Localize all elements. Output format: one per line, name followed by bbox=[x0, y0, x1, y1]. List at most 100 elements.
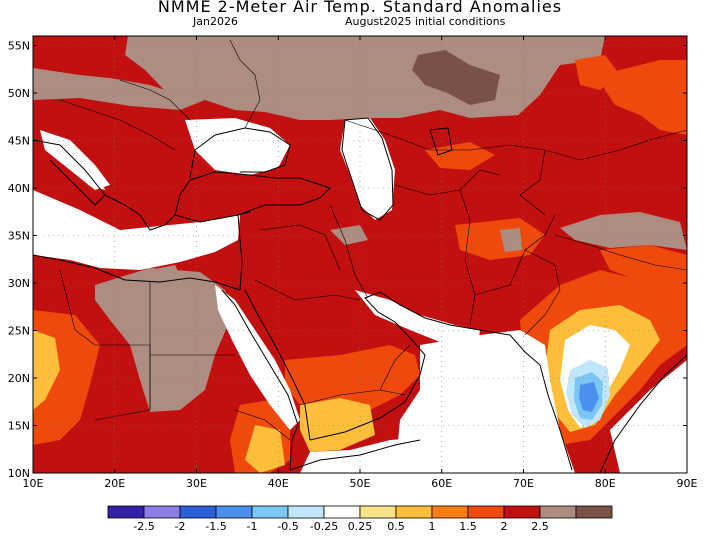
border-iran-iraq bbox=[329, 204, 369, 299]
colorbar-label: 0.25 bbox=[348, 520, 373, 533]
anomaly-region-white-blacksea bbox=[185, 118, 290, 175]
border-syria-iraq bbox=[259, 224, 341, 271]
anomaly-region-yellow-horn bbox=[245, 425, 285, 473]
colorbar-swatch bbox=[575, 505, 613, 519]
lon-tick-label: 60E bbox=[431, 477, 452, 490]
lat-tick-label: 30N bbox=[8, 277, 30, 290]
anomaly-region-brown-turkey bbox=[330, 225, 368, 245]
border-china-kaz bbox=[519, 149, 546, 216]
colorbar-swatch bbox=[143, 505, 181, 519]
anomaly-region-darkbrown bbox=[412, 50, 500, 105]
anomaly-region-white-bengal bbox=[610, 360, 687, 473]
lon-tick-label: 90E bbox=[677, 477, 698, 490]
border-iran-afghan bbox=[459, 189, 476, 326]
colorbar-swatch bbox=[539, 505, 577, 519]
lon-axis: 10E 20E 30E 40E 50E 60E 70E 80E 90E bbox=[23, 36, 698, 490]
border-oman bbox=[379, 344, 411, 391]
colorbar-swatch bbox=[503, 505, 541, 519]
border-india-pak bbox=[524, 249, 561, 336]
border-europe-1 bbox=[119, 79, 191, 121]
anomaly-region-white-arabiansea bbox=[395, 330, 575, 473]
colorbar-swatch bbox=[359, 505, 397, 519]
colorbar-swatch bbox=[179, 505, 217, 519]
colorbar: -2.5 -2 -1.5 -1 -0.5 -0.25 0.25 0.5 1 1.5 2 2.5 bbox=[107, 505, 613, 533]
border-kazakh bbox=[344, 119, 621, 161]
lon-tick-label: 20E bbox=[104, 477, 125, 490]
lat-tick-label: 25N bbox=[8, 325, 30, 338]
border-saudi-yemen bbox=[299, 389, 406, 406]
coastline-india-east bbox=[599, 354, 687, 473]
lat-tick-label: 55N bbox=[8, 40, 30, 53]
lat-tick-label: 45N bbox=[8, 135, 30, 148]
anomaly-region-orange-iran bbox=[455, 218, 545, 260]
colorbar-label: -0.25 bbox=[310, 520, 338, 533]
anomaly-region-white-caspian bbox=[340, 118, 395, 220]
lon-tick-label: 80E bbox=[595, 477, 616, 490]
colorbar-label: -1 bbox=[247, 520, 258, 533]
lat-axis: 10N 15N 20N 25N 30N 35N 40N 45N 50N 55N bbox=[8, 40, 687, 480]
border-mongolia bbox=[619, 129, 687, 151]
colorbar-label: 2.5 bbox=[531, 520, 549, 533]
border-turkmen bbox=[394, 169, 501, 196]
border-algeria-libya bbox=[59, 269, 96, 346]
colorbar-swatch bbox=[431, 505, 469, 519]
colorbar-swatch bbox=[467, 505, 505, 519]
colorbar-label: -2.5 bbox=[133, 520, 154, 533]
colorbar-swatch bbox=[251, 505, 289, 519]
country-borders bbox=[59, 39, 687, 441]
anomaly-region-orange-kaz bbox=[575, 55, 620, 90]
border-india-china bbox=[554, 234, 687, 271]
coastlines bbox=[33, 117, 687, 473]
valid-month-label: Jan2026 bbox=[193, 15, 238, 28]
anomaly-region-purple-sahara bbox=[150, 265, 185, 290]
border-europe-2 bbox=[59, 99, 176, 151]
border-ethiopia bbox=[234, 409, 291, 441]
coastline-caspian bbox=[341, 117, 394, 221]
lat-tick-label: 15N bbox=[8, 420, 30, 433]
colorbar-label: 0.5 bbox=[387, 520, 405, 533]
map-title: NMME 2-Meter Air Temp. Standard Anomalie… bbox=[157, 0, 563, 16]
coastline-horn bbox=[289, 439, 421, 471]
anomaly-region-brown-iran bbox=[500, 228, 522, 252]
coastline-arabia-south bbox=[309, 339, 426, 441]
border-russia-ukraine bbox=[229, 39, 261, 129]
border-saudi-iraq bbox=[254, 279, 361, 301]
lon-tick-label: 70E bbox=[513, 477, 534, 490]
colorbar-label: -1.5 bbox=[205, 520, 226, 533]
anomaly-region-orange-ganges bbox=[600, 245, 687, 290]
coastline-greece bbox=[104, 194, 176, 231]
colorbar-swatch bbox=[215, 505, 253, 519]
colorbar-label: 1 bbox=[429, 520, 436, 533]
lon-tick-label: 40E bbox=[268, 477, 289, 490]
colorbar-swatch bbox=[395, 505, 433, 519]
anomaly-region-brown-west bbox=[33, 68, 205, 110]
coastline-india-west bbox=[509, 334, 573, 471]
lat-tick-label: 35N bbox=[8, 230, 30, 243]
coastline-persian-gulf bbox=[364, 291, 511, 341]
lat-tick-label: 20N bbox=[8, 372, 30, 385]
anomaly-region-brown-tibet bbox=[560, 212, 687, 250]
anomaly-region-white-persiangulf bbox=[355, 290, 480, 345]
lon-tick-label: 10E bbox=[23, 477, 44, 490]
gridlines bbox=[33, 36, 687, 473]
colorbar-label: 1.5 bbox=[459, 520, 477, 533]
colorbar-swatch bbox=[107, 505, 145, 519]
border-chad bbox=[94, 344, 151, 421]
colorbar-swatch bbox=[287, 505, 325, 519]
lat-tick-label: 40N bbox=[8, 182, 30, 195]
lat-tick-label: 10N bbox=[8, 467, 30, 480]
lon-tick-label: 50E bbox=[350, 477, 371, 490]
colorbar-label: -0.5 bbox=[277, 520, 298, 533]
anomaly-region-orange-northeast bbox=[600, 60, 687, 135]
coastline-redsea-west bbox=[221, 289, 299, 471]
anomaly-region-orange-arabia bbox=[285, 345, 420, 420]
colorbar-label: 2 bbox=[501, 520, 508, 533]
coastline-black-sea bbox=[189, 127, 291, 179]
anomaly-region-white-redsea bbox=[215, 285, 300, 430]
anomaly-region-white-mediterranean bbox=[33, 190, 240, 270]
coastline-redsea-east bbox=[244, 289, 311, 441]
anomaly-region-cool3-india bbox=[579, 382, 599, 412]
colorbar-label: -2 bbox=[175, 520, 186, 533]
initial-conditions-label: August2025 initial conditions bbox=[345, 15, 506, 28]
